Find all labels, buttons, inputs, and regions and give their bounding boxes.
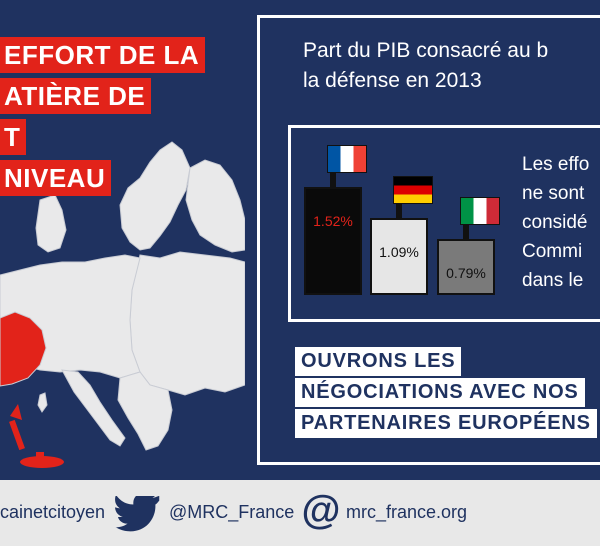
footer-hashtag[interactable]: cainetcitoyen xyxy=(0,502,106,522)
bar-value-label: 1.52% xyxy=(313,213,353,229)
eastern-europe-shape xyxy=(129,251,245,396)
headline-line-2: ATIÈRE DE xyxy=(0,78,152,114)
finland-shape xyxy=(185,159,245,253)
headline-line-1: EFFORT DE LA xyxy=(0,37,206,73)
submarine-icon xyxy=(20,452,64,468)
missile-icon xyxy=(9,404,25,451)
side-text: Les effo ne sont considé Commi dans le xyxy=(522,154,590,291)
footer-website[interactable]: mrc_france.org xyxy=(346,502,468,522)
panel-title: Part du PIB consacré au b la défense en … xyxy=(303,39,549,92)
at-sign-icon: @ xyxy=(301,488,341,532)
france-shape xyxy=(0,311,47,387)
italy-shape xyxy=(61,369,126,447)
flag-pole xyxy=(330,171,336,187)
scandinavia-shape xyxy=(119,141,191,251)
cta-line-3: PARTENAIRES EUROPÉENS xyxy=(295,409,597,438)
cta-line-1: OUVRONS LES xyxy=(295,347,462,376)
info-panel xyxy=(257,15,600,465)
footer: cainetcitoyen @MRC_France @ mrc_france.o… xyxy=(0,480,600,546)
europe-map xyxy=(0,141,245,468)
bar-italie xyxy=(437,239,495,295)
bar-value-label: 1.09% xyxy=(379,244,419,260)
twitter-bird-icon[interactable] xyxy=(115,496,161,532)
chart-box xyxy=(288,125,600,322)
bar-france xyxy=(304,187,362,295)
bar-allemagne xyxy=(370,218,428,295)
flag-allemagne-icon xyxy=(393,176,433,204)
britain-shape xyxy=(35,194,67,253)
headline-line-3: T xyxy=(0,119,27,155)
corsica-shape xyxy=(37,392,48,413)
footer-twitter-handle[interactable]: @MRC_France xyxy=(169,502,295,522)
flag-france-icon xyxy=(327,145,367,173)
headline-line-4: NIVEAU xyxy=(0,160,112,196)
flag-pole xyxy=(396,202,402,218)
flag-pole xyxy=(463,223,469,239)
bar-value-label: 0.79% xyxy=(446,265,486,281)
flag-italie-icon xyxy=(460,197,500,225)
balkans-shape xyxy=(117,371,173,451)
cta-line-2: NÉGOCIATIONS AVEC NOS xyxy=(295,378,585,407)
